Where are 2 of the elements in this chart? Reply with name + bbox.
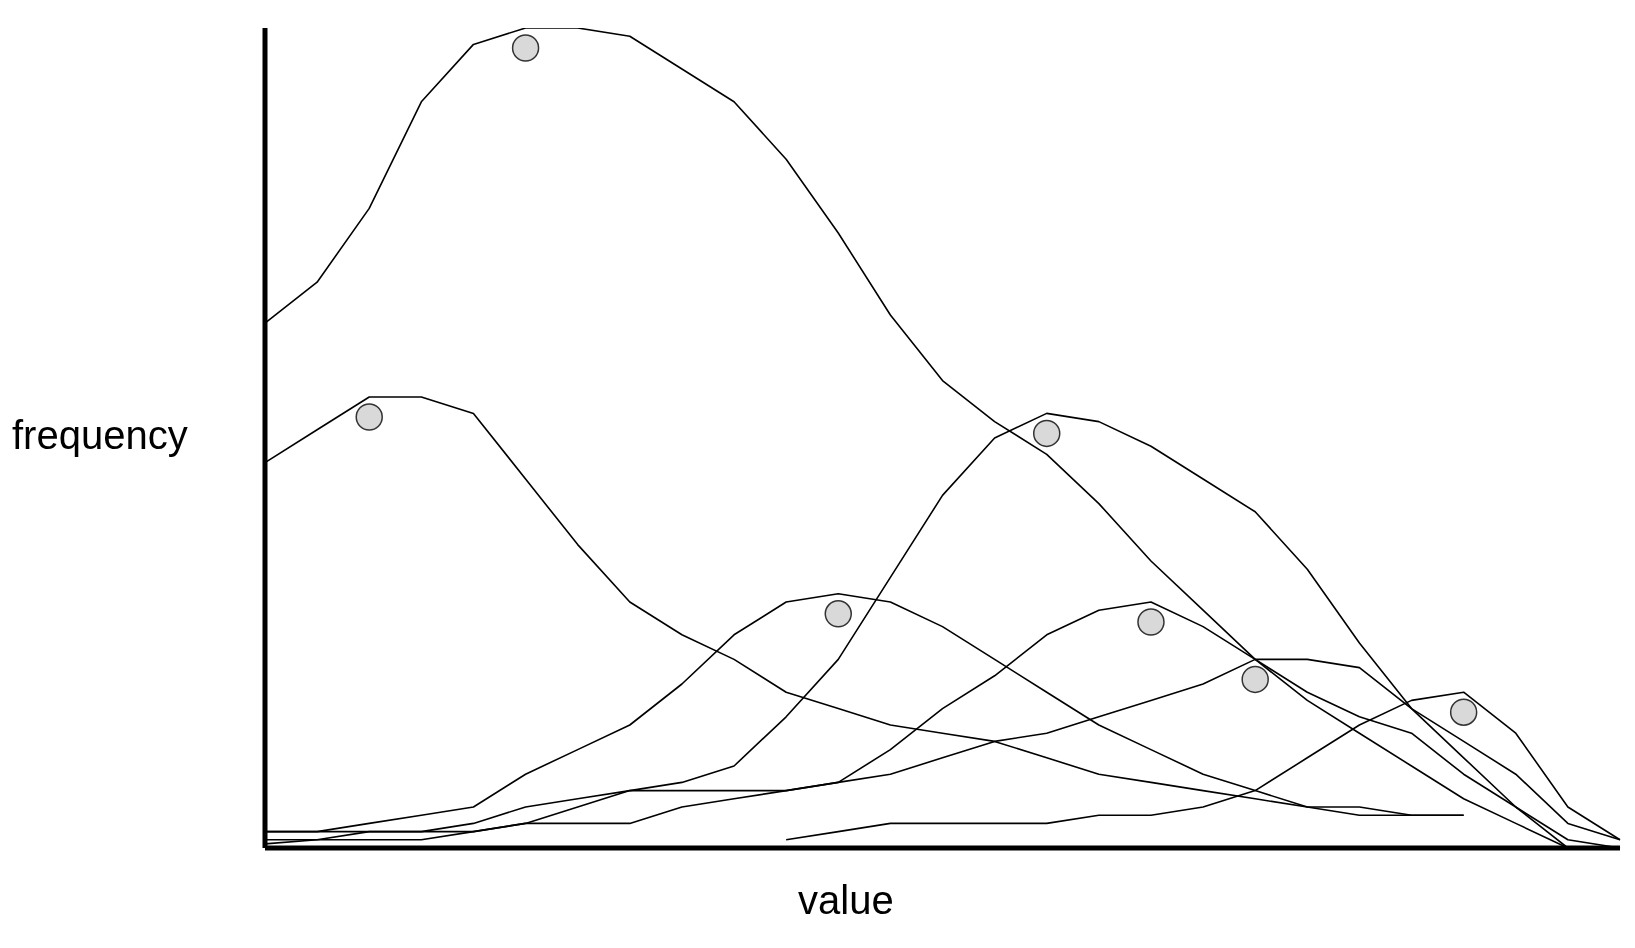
y-axis-title: frequency [12,413,188,458]
x-axis-title: value [798,878,894,923]
